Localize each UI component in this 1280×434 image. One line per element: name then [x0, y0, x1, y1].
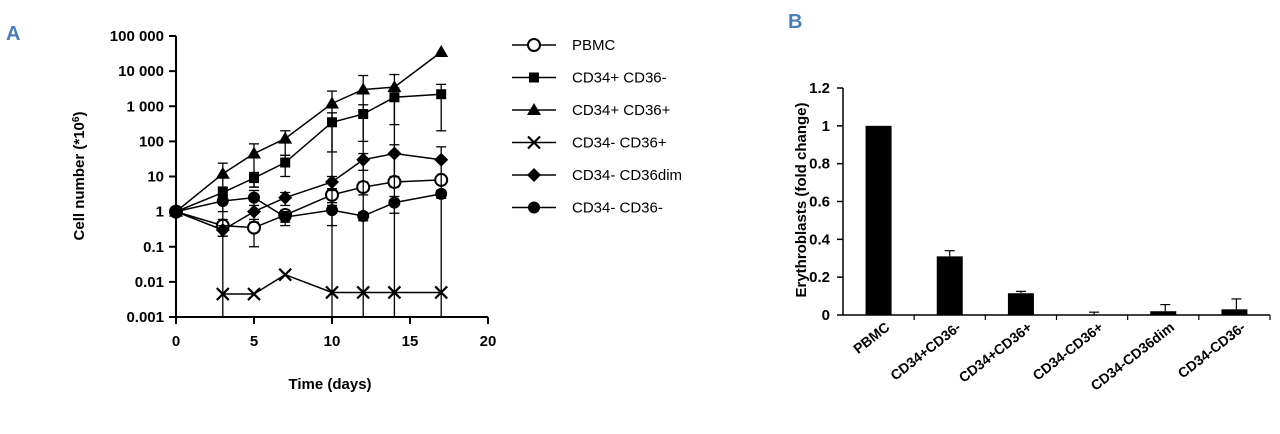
a-series-cd34-cd36	[171, 83, 447, 217]
b-category-label-cd34-cd36: CD34-CD36-	[1175, 319, 1249, 382]
a-legend-marker-cd34-cd36	[528, 201, 540, 214]
a-series-group	[169, 45, 449, 318]
a-point-cd34-cd36	[247, 146, 261, 159]
a-point-cd34-cd36	[216, 195, 229, 208]
panel-b-letter: B	[788, 11, 802, 33]
a-y-tick-label: 0.1	[143, 239, 164, 256]
b-y-tick-label: 1	[822, 118, 830, 135]
a-point-cd34-cd36	[356, 82, 371, 95]
a-point-cd34-cd36dim	[356, 152, 371, 167]
a-x-tick-label: 20	[480, 333, 497, 350]
a-y-tick-label: 100	[139, 133, 164, 150]
a-x-axis-title: Time (days)	[288, 376, 371, 393]
a-point-cd34-cd36	[387, 80, 402, 93]
a-legend-marker-cd34-cd36	[527, 103, 541, 115]
b-y-tick-label: 0.2	[809, 269, 830, 286]
b-category-label-cd34-cd36: CD34+CD36+	[956, 319, 1035, 386]
a-legend-label-cd34-cd36: CD34+ CD36+	[572, 102, 671, 119]
b-y-tick-label: 1.2	[809, 80, 830, 97]
a-point-cd34-cd36	[280, 157, 291, 168]
a-point-cd34-cd36	[388, 196, 401, 209]
a-point-cd34-cd36	[436, 89, 447, 100]
a-y-ticks: 0.001 0.01 0.1 1 10 100 1 000 10 000 100 000	[110, 28, 176, 326]
b-y-tick-label: 0.4	[809, 231, 831, 248]
b-category-label-cd34-cd36: CD34+CD36-	[887, 319, 964, 384]
a-point-cd34-cd36	[279, 211, 292, 224]
b-category-label-cd34-cd36: CD34-CD36+	[1030, 319, 1106, 384]
b-bar-cd34-cd36dim	[1150, 311, 1177, 315]
b-bars	[865, 125, 1271, 320]
b-bar-cd34-cd36	[936, 256, 963, 315]
panel-b-bar-chart: 0 0.2 0.4 0.6 0.8 1 1.2 PBMCCD34+CD36-CD34+CD3…	[793, 80, 1271, 394]
a-series-line-cd34-cd36	[175, 93, 442, 213]
a-y-tick-label: 0.001	[126, 309, 164, 326]
b-y-tick-label: 0.8	[809, 156, 830, 173]
a-legend-marker-pbmc	[527, 38, 541, 52]
a-x-tick-label: 10	[324, 333, 341, 350]
a-point-cd34-cd36dim	[215, 222, 230, 237]
a-series-line-pbmc	[175, 179, 442, 229]
a-point-cd34-cd36dim	[325, 174, 339, 189]
panel-a-line-chart: 0.001 0.01 0.1 1 10 100 1 000 10 000 100 000 0 5 1…	[71, 28, 683, 393]
a-y-tick-label: 0.01	[135, 274, 164, 291]
a-point-cd34-cd36	[434, 45, 449, 58]
a-point-cd34-cd36	[435, 187, 448, 200]
a-y-tick-label: 1 000	[126, 98, 164, 115]
a-point-cd34-cd36	[326, 204, 338, 217]
a-y-tick-label: 10	[147, 169, 164, 186]
a-point-cd34-cd36	[387, 285, 402, 300]
a-series-line-cd34-cd36	[175, 51, 442, 213]
a-point-cd34-cd36dim	[387, 146, 402, 161]
a-point-cd34-cd36	[216, 287, 230, 301]
a-point-cd34-cd36	[215, 166, 230, 179]
a-point-cd34-cd36	[278, 131, 293, 144]
b-bar-cd34-cd36	[1221, 309, 1248, 315]
a-x-tick-label: 0	[172, 333, 180, 350]
a-legend-label-cd34-cd36: CD34- CD36-	[572, 200, 663, 217]
a-y-tick-label: 1	[156, 204, 164, 221]
a-point-cd34-cd36	[357, 210, 370, 223]
b-y-tick-label: 0.6	[809, 194, 830, 211]
a-point-cd34-cd36	[278, 267, 292, 282]
a-legend-label-cd34-cd36dim: CD34- CD36dim	[572, 167, 682, 184]
panel-a-letter: A	[6, 23, 20, 45]
a-legend-marker-cd34-cd36dim	[527, 168, 541, 182]
b-category-label-pbmc: PBMC	[850, 319, 892, 357]
b-bar-pbmc	[865, 125, 892, 315]
a-legend-label-cd34-cd36: CD34+ CD36-	[572, 70, 667, 87]
a-series-pbmc	[169, 172, 449, 248]
a-point-cd34-cd36	[247, 287, 261, 301]
a-point-pbmc	[247, 220, 261, 235]
a-x-ticks: 0 5 10 15 20	[172, 317, 497, 350]
b-y-axis-title: Erythroblasts (fold change)	[793, 102, 810, 297]
b-bar-cd34-cd36	[1007, 293, 1034, 315]
b-y-tick-label: 0	[822, 307, 830, 324]
a-point-cd34-cd36dim	[278, 190, 293, 205]
a-legend-label-pbmc: PBMC	[572, 37, 616, 54]
a-legend-label-cd34-cd36: CD34- CD36+	[572, 135, 667, 152]
a-point-cd34-cd36	[248, 191, 260, 204]
a-legend-marker-cd34-cd36	[527, 135, 541, 150]
a-legend-marker-cd34-cd36	[529, 72, 539, 83]
a-point-cd34-cd36	[170, 205, 182, 218]
a-point-cd34-cd36dim	[434, 152, 449, 167]
a-y-tick-label: 100 000	[110, 28, 164, 45]
a-point-cd34-cd36	[325, 96, 339, 109]
a-x-tick-label: 5	[250, 333, 258, 350]
a-series-line-cd34-cd36dim	[175, 152, 442, 231]
a-series-cd34-cd36	[170, 187, 448, 227]
a-point-cd34-cd36	[325, 285, 339, 300]
a-y-axis-title: Cell number (*106)	[71, 112, 89, 241]
a-y-tick-label: 10 000	[118, 63, 164, 80]
a-x-tick-label: 15	[402, 333, 419, 350]
a-series-cd34-cd36dim	[169, 144, 449, 318]
a-legend: PBMC CD34+ CD36- CD34+ CD36+ CD34- CD36+ CD3…	[512, 37, 682, 217]
b-y-ticks: 0 0.2 0.4 0.6 0.8 1 1.2	[809, 80, 843, 324]
a-point-cd34-cd36	[356, 285, 370, 300]
